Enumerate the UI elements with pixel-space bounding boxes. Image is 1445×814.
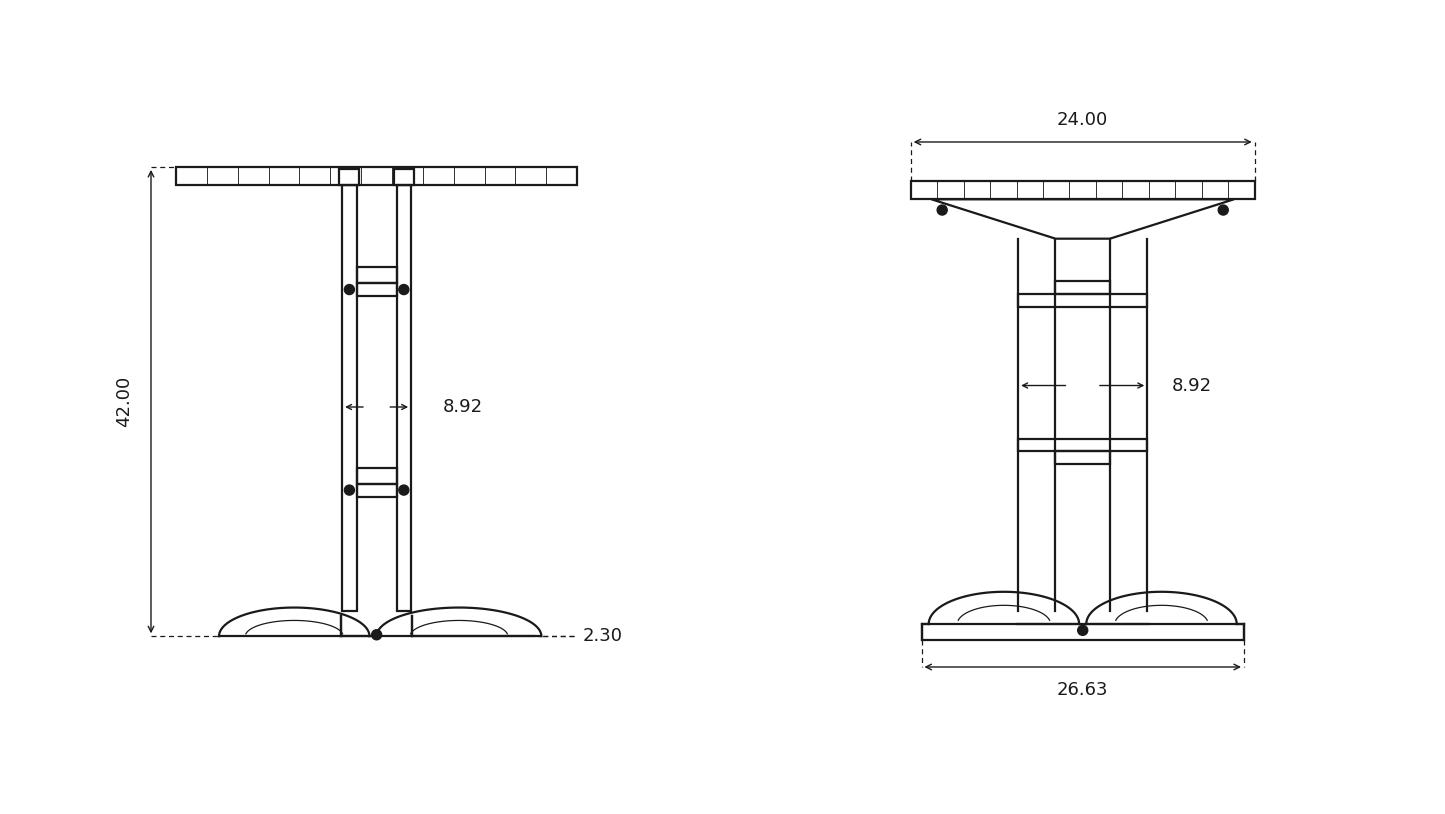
Circle shape (1078, 625, 1088, 636)
Circle shape (344, 485, 354, 495)
Polygon shape (394, 169, 413, 185)
Circle shape (1218, 205, 1228, 215)
Text: 8.92: 8.92 (1172, 377, 1212, 395)
Circle shape (371, 630, 381, 640)
Circle shape (938, 205, 946, 215)
Text: 2.30: 2.30 (582, 628, 623, 646)
Circle shape (399, 485, 409, 495)
Text: 26.63: 26.63 (1056, 681, 1108, 699)
Text: 24.00: 24.00 (1058, 111, 1108, 129)
Text: 8.92: 8.92 (444, 398, 484, 416)
Circle shape (399, 285, 409, 295)
Circle shape (344, 285, 354, 295)
Text: 42.00: 42.00 (114, 376, 133, 427)
Polygon shape (340, 169, 360, 185)
